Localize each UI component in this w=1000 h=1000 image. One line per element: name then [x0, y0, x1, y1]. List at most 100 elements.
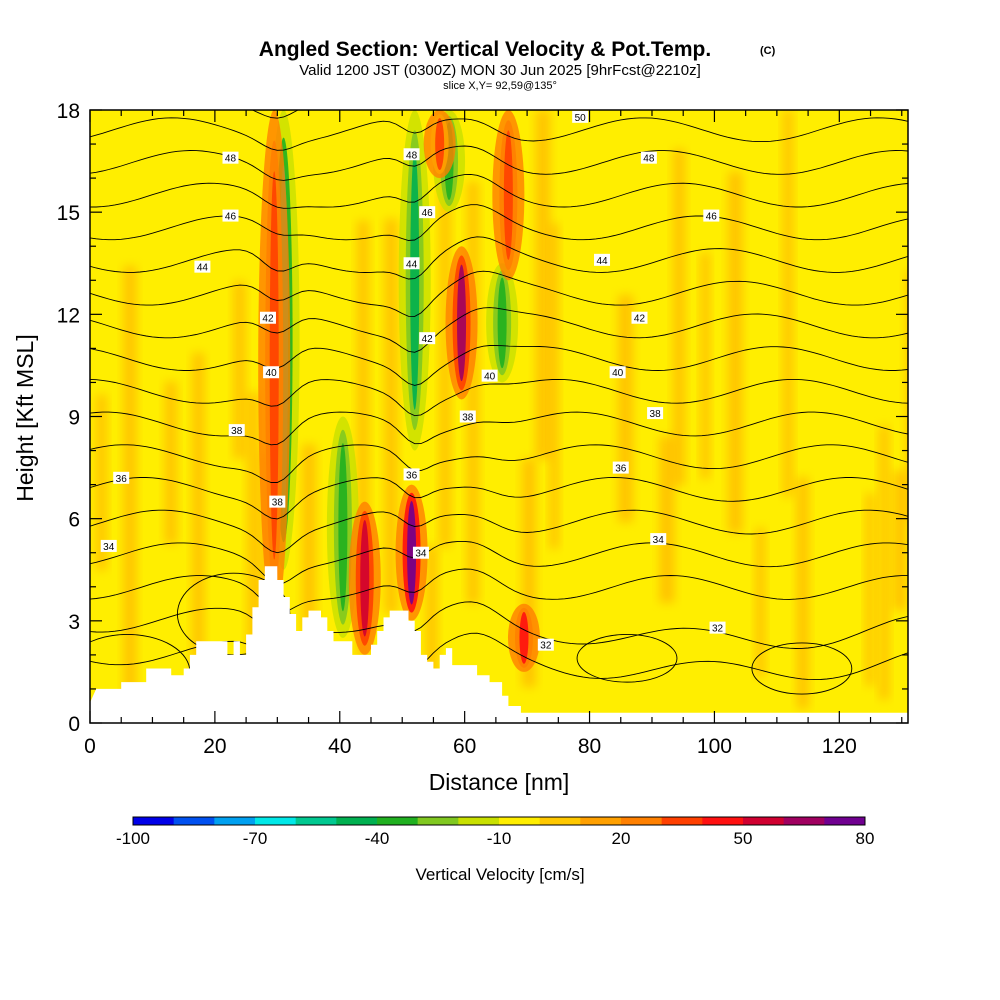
y-axis-title: Height [Kft MSL]	[12, 334, 38, 501]
colorbar-swatch	[214, 817, 256, 825]
downdraft-core	[338, 443, 348, 612]
svg-text:40: 40	[612, 368, 624, 379]
updraft-core	[435, 118, 445, 170]
texture-streak	[755, 528, 766, 678]
draft-cores	[258, 110, 540, 672]
svg-text:32: 32	[712, 624, 724, 635]
y-tick-label: 15	[57, 202, 80, 225]
theta-contour-labels: 32 32 34 34 34 36 36 36 38 38 38 38 40 40 40 42 42 42 44 44…	[100, 110, 726, 652]
theta-contour-label: 36	[403, 468, 420, 481]
plot-area	[90, 110, 908, 723]
theta-contour-line	[90, 378, 908, 417]
x-tick-label: 80	[578, 735, 601, 758]
colorbar-swatch	[783, 817, 825, 825]
theta-contour-label: 38	[228, 424, 245, 437]
theta-contour-label: 38	[269, 495, 286, 509]
y-tick-label: 3	[68, 611, 80, 634]
theta-contour-label: 48	[222, 151, 239, 165]
x-tick-label: 60	[453, 735, 476, 758]
svg-text:38: 38	[650, 409, 662, 420]
texture-streak	[535, 110, 551, 460]
texture-streak	[302, 444, 316, 633]
theta-contour-label: 40	[481, 369, 498, 383]
svg-text:36: 36	[615, 464, 627, 475]
colorbar-tick-label: -70	[243, 829, 268, 848]
svg-text:36: 36	[116, 474, 128, 485]
texture-streak	[467, 181, 479, 604]
downdraft-core	[497, 277, 507, 369]
texture-streak	[659, 436, 675, 603]
colorbar: -100 -70 -40 -10 20 50 80	[116, 816, 874, 848]
svg-text:34: 34	[103, 542, 115, 553]
theta-contour-line	[90, 117, 908, 151]
theta-contour-line	[90, 307, 908, 353]
theta-contour-label: 36	[612, 461, 629, 475]
colorbar-swatch	[743, 817, 785, 825]
theta-contour-label: 46	[222, 209, 239, 223]
theta-contour-label: 38	[459, 410, 476, 424]
svg-text:50: 50	[575, 113, 587, 124]
colorbar-tick-label: 20	[612, 829, 631, 848]
texture-streak	[123, 266, 137, 702]
colorbar-swatch	[499, 817, 541, 825]
texture-streak	[796, 477, 809, 709]
theta-contour-line	[751, 642, 853, 695]
theta-contour-label: 32	[537, 638, 554, 652]
colorbar-swatch	[702, 817, 744, 825]
svg-text:46: 46	[706, 212, 718, 223]
svg-text:48: 48	[406, 150, 418, 161]
theta-contour-line	[90, 411, 908, 446]
colorbar-swatch	[661, 817, 703, 825]
terrain	[90, 566, 908, 723]
svg-text:44: 44	[197, 263, 209, 274]
colorbar-tick-label: -100	[116, 829, 150, 848]
theta-contour-label: 46	[703, 209, 720, 223]
colorbar-swatch	[417, 817, 459, 825]
colorbar-swatch	[295, 817, 337, 825]
x-tick-label: 0	[84, 735, 96, 758]
y-tick-label: 12	[57, 304, 80, 327]
svg-text:38: 38	[272, 498, 284, 509]
svg-text:42: 42	[634, 314, 646, 325]
theta-contour-label: 38	[647, 407, 664, 420]
svg-text:44: 44	[406, 259, 418, 270]
theta-contour-line	[90, 509, 908, 554]
colorbar-swatch	[580, 817, 622, 825]
updraft-core	[457, 264, 467, 382]
theta-contour-line	[90, 236, 908, 280]
theta-contour-label: 36	[113, 471, 130, 485]
colorbar-swatch	[458, 817, 500, 825]
theta-contour-line	[90, 444, 908, 483]
theta-contour-label: 50	[572, 110, 589, 124]
texture-streak	[233, 281, 246, 459]
svg-text:34: 34	[653, 535, 665, 546]
colorbar-swatch	[539, 817, 581, 825]
valid-time: Valid 1200 JST (0300Z) MON 30 Jun 2025 […	[299, 62, 701, 79]
svg-text:34: 34	[415, 549, 427, 560]
svg-text:38: 38	[462, 413, 474, 424]
texture-streak	[906, 270, 908, 522]
theta-contour-label: 44	[403, 257, 420, 270]
texture-streak	[673, 149, 686, 486]
theta-contour-label: 34	[412, 546, 429, 560]
theta-contour-line	[90, 270, 908, 317]
texture-streak	[357, 220, 370, 658]
theta-contour-label: 44	[594, 253, 611, 267]
theta-contour-line	[90, 601, 908, 649]
texture-streak	[879, 425, 889, 700]
title-mark: (C)	[760, 45, 776, 57]
texture-streak	[893, 470, 907, 611]
svg-text:38: 38	[231, 426, 243, 437]
colorbar-swatch	[621, 817, 663, 825]
theta-contour-label: 42	[419, 332, 436, 345]
svg-text:44: 44	[596, 256, 608, 267]
texture-streak	[783, 110, 793, 497]
x-tick-label: 100	[697, 735, 732, 758]
svg-text:42: 42	[262, 314, 274, 325]
theta-contour-label: 34	[650, 533, 667, 546]
svg-text:40: 40	[266, 368, 278, 379]
colorbar-frame	[132, 816, 866, 826]
x-tick-label: 40	[328, 735, 351, 758]
svg-text:46: 46	[422, 208, 434, 219]
svg-text:40: 40	[484, 372, 496, 383]
